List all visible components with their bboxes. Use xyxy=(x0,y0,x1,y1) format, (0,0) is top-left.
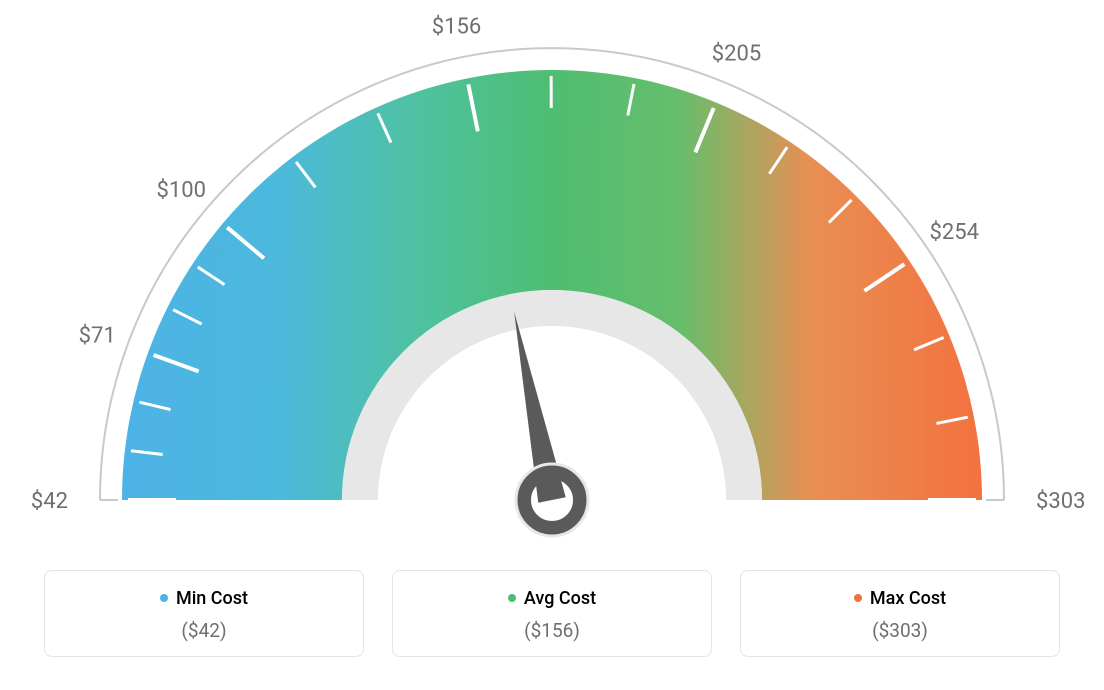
gauge-tick-label: $303 xyxy=(1036,489,1085,514)
gauge-band xyxy=(122,70,982,500)
legend-card-avg: Avg Cost ($156) xyxy=(392,570,712,657)
cost-gauge: $42 $71 $100 $156 $205 $254 $303 xyxy=(0,0,1104,560)
dot-icon-min xyxy=(160,594,168,602)
legend-label-min: Min Cost xyxy=(160,588,248,609)
gauge-tick-label: $205 xyxy=(712,42,761,67)
legend-row: Min Cost ($42) Avg Cost ($156) Max Cost … xyxy=(0,570,1104,657)
gauge-tick-label: $254 xyxy=(929,220,978,245)
legend-value-avg: ($156) xyxy=(403,619,701,642)
legend-label-avg-text: Avg Cost xyxy=(524,588,596,609)
gauge-tick-label: $100 xyxy=(157,178,206,203)
legend-card-max: Max Cost ($303) xyxy=(740,570,1060,657)
legend-label-max-text: Max Cost xyxy=(870,588,946,609)
legend-label-avg: Avg Cost xyxy=(508,588,596,609)
legend-value-max: ($303) xyxy=(751,619,1049,642)
legend-value-min: ($42) xyxy=(55,619,353,642)
gauge-container: $42 $71 $100 $156 $205 $254 $303 xyxy=(0,0,1104,560)
gauge-tick-label: $71 xyxy=(79,323,116,348)
legend-label-max: Max Cost xyxy=(854,588,946,609)
legend-label-min-text: Min Cost xyxy=(176,588,248,609)
dot-icon-max xyxy=(854,594,862,602)
gauge-tick-label: $42 xyxy=(31,489,68,514)
dot-icon-avg xyxy=(508,594,516,602)
legend-card-min: Min Cost ($42) xyxy=(44,570,364,657)
gauge-tick-label: $156 xyxy=(432,15,481,40)
